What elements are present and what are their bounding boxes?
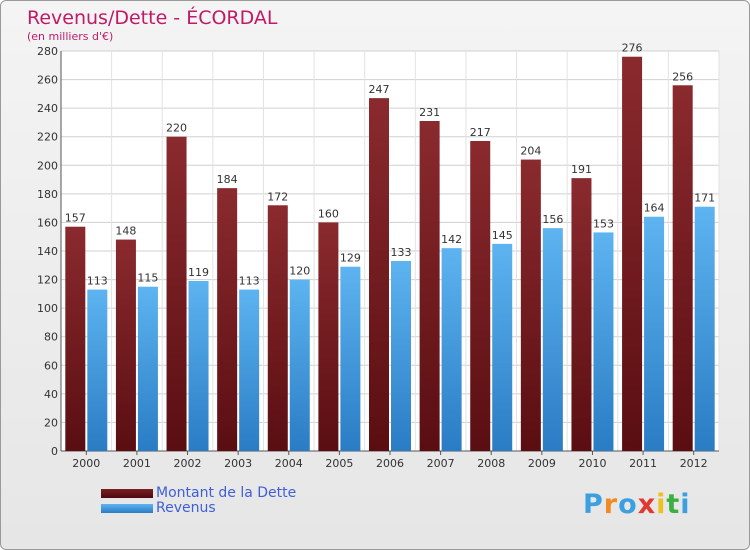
y-tick-label: 260 xyxy=(37,74,58,87)
bar-revenus xyxy=(340,266,361,451)
bar-dette xyxy=(419,121,440,451)
data-label-dette: 148 xyxy=(115,225,136,238)
bar-revenus xyxy=(644,216,665,451)
x-tick-label: 2008 xyxy=(477,457,505,470)
bar-revenus xyxy=(239,289,260,451)
bar-dette xyxy=(520,159,541,452)
legend-swatch-revenus xyxy=(101,504,153,513)
chart-title: Revenus/Dette - ÉCORDAL xyxy=(27,7,278,29)
data-label-revenus: 113 xyxy=(87,275,108,288)
data-label-revenus: 119 xyxy=(188,266,209,279)
proxiti-logo: Proxiti xyxy=(583,489,691,520)
data-label-dette: 191 xyxy=(571,163,592,176)
chart-subtitle: (en milliers d'€) xyxy=(27,30,114,43)
logo-letter: r xyxy=(603,489,619,520)
x-tick-label: 2005 xyxy=(325,457,353,470)
logo-letter: o xyxy=(618,489,638,520)
x-tick-label: 2004 xyxy=(275,457,303,470)
data-label-revenus: 164 xyxy=(644,202,665,215)
data-label-dette: 220 xyxy=(166,122,187,135)
data-label-dette: 184 xyxy=(217,173,238,186)
bar-dette xyxy=(470,141,491,451)
y-tick-label: 200 xyxy=(37,159,58,172)
x-tick-label: 2002 xyxy=(174,457,202,470)
legend-label-revenus: Revenus xyxy=(156,500,216,516)
logo-letter: i xyxy=(680,489,691,520)
logo-letter: x xyxy=(637,489,657,520)
bar-revenus xyxy=(542,228,563,451)
x-tick-label: 2000 xyxy=(72,457,100,470)
logo-letter: P xyxy=(583,489,604,520)
bar-revenus xyxy=(694,206,715,451)
bar-dette xyxy=(267,205,288,451)
bar-dette xyxy=(115,239,136,451)
x-tick-label: 2010 xyxy=(578,457,606,470)
data-label-dette: 276 xyxy=(622,42,643,55)
bar-revenus xyxy=(188,281,209,451)
data-label-revenus: 133 xyxy=(391,246,412,259)
bar-revenus xyxy=(87,289,108,451)
x-tick-label: 2007 xyxy=(427,457,455,470)
y-tick-label: 140 xyxy=(37,245,58,258)
y-tick-label: 120 xyxy=(37,274,58,287)
x-tick-label: 2003 xyxy=(224,457,252,470)
y-tick-label: 20 xyxy=(44,416,58,429)
y-tick-label: 40 xyxy=(44,388,58,401)
data-label-dette: 204 xyxy=(520,145,541,158)
x-tick-label: 2011 xyxy=(629,457,657,470)
bar-dette xyxy=(622,56,643,451)
y-tick-label: 0 xyxy=(51,445,58,458)
data-label-dette: 160 xyxy=(318,207,339,220)
data-label-dette: 231 xyxy=(419,106,440,119)
bar-dette xyxy=(369,98,389,452)
x-tick-label: 2009 xyxy=(528,457,556,470)
x-tick-label: 2006 xyxy=(376,457,404,470)
y-tick-label: 280 xyxy=(37,45,58,58)
data-label-dette: 172 xyxy=(267,190,288,203)
y-tick-label: 180 xyxy=(37,188,58,201)
data-label-revenus: 115 xyxy=(137,272,158,285)
bar-layer xyxy=(65,56,715,452)
bar-revenus xyxy=(492,243,513,451)
y-tick-label: 80 xyxy=(44,331,58,344)
bar-dette xyxy=(672,85,693,452)
y-tick-label: 220 xyxy=(37,131,58,144)
bar-dette xyxy=(217,188,238,451)
bar-revenus xyxy=(137,286,158,451)
bar-dette xyxy=(166,136,187,451)
bar-revenus xyxy=(593,232,614,451)
data-label-dette: 157 xyxy=(65,212,86,225)
x-tick-label: 2012 xyxy=(680,457,708,470)
bar-revenus xyxy=(289,279,310,451)
data-label-revenus: 153 xyxy=(593,217,614,230)
bar-dette xyxy=(318,222,339,451)
data-label-revenus: 120 xyxy=(289,265,310,278)
label-layer: 157 113 148 115 220 119 184 113 172 120 160 129 247 1… xyxy=(65,42,715,288)
logo-letter: i xyxy=(656,489,667,520)
bar-dette xyxy=(571,178,592,451)
data-label-revenus: 142 xyxy=(441,233,462,246)
data-label-revenus: 113 xyxy=(239,275,260,288)
data-label-dette: 217 xyxy=(470,126,491,139)
x-tick-label: 2001 xyxy=(123,457,151,470)
y-tick-label: 60 xyxy=(44,359,58,372)
data-label-dette: 256 xyxy=(672,70,693,83)
data-label-revenus: 156 xyxy=(542,213,563,226)
y-tick-label: 240 xyxy=(37,102,58,115)
legend-swatch-debt xyxy=(101,489,153,498)
data-label-revenus: 129 xyxy=(340,252,361,265)
y-tick-label: 100 xyxy=(37,302,58,315)
data-label-revenus: 145 xyxy=(492,229,513,242)
y-tick-label: 160 xyxy=(37,216,58,229)
bar-dette xyxy=(65,226,86,451)
legend-label-debt: Montant de la Dette xyxy=(156,485,297,501)
logo-letter: t xyxy=(666,489,681,520)
bar-revenus xyxy=(441,248,462,451)
data-label-revenus: 171 xyxy=(694,192,715,205)
bar-revenus xyxy=(391,261,411,451)
data-label-dette: 247 xyxy=(369,83,390,96)
